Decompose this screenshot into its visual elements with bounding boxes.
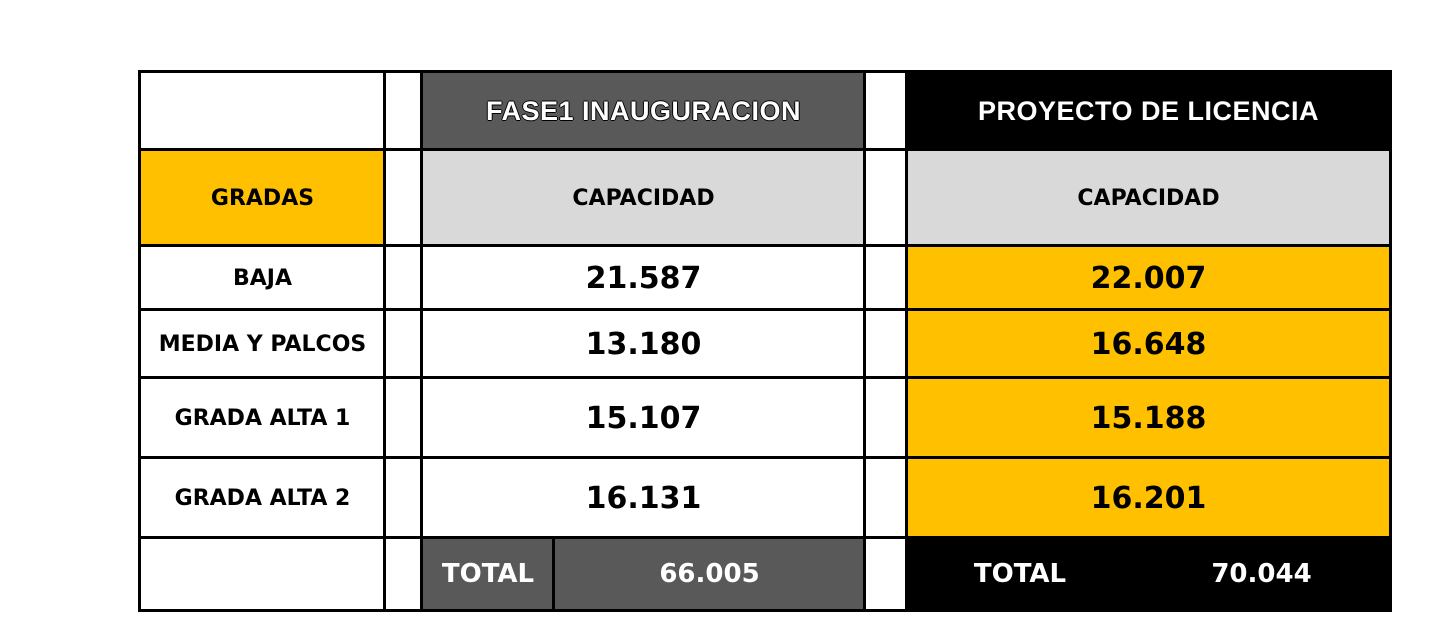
phase1-value-cell: 21.587	[585, 260, 702, 296]
totals-empty-cell	[140, 538, 385, 610]
spacer-cell	[865, 72, 907, 150]
grid-line	[138, 376, 1392, 379]
project-total-label: TOTAL	[907, 538, 1133, 610]
grid-line	[138, 244, 1392, 247]
grid-line	[552, 538, 555, 610]
spacer-cell	[385, 72, 422, 150]
project-total-value: 70.044	[1133, 538, 1390, 610]
phase1-value-cell: 13.180	[585, 326, 702, 362]
gradas-label: GRADAS	[140, 150, 385, 246]
project-value-cell: 15.188	[907, 378, 1390, 458]
capacity-label-phase1: CAPACIDAD	[422, 150, 865, 246]
corner-empty-cell	[140, 72, 385, 150]
grid-line	[138, 609, 1392, 612]
grid-line	[1389, 70, 1392, 612]
project-value-cell: 16.648	[907, 310, 1390, 378]
phase1-value-cell: 15.107	[585, 400, 702, 436]
grid-line	[138, 70, 141, 612]
grid-line	[138, 70, 1392, 73]
grid-line	[383, 70, 386, 612]
row-name-cell: GRADA ALTA 1	[174, 405, 351, 431]
phase1-header: FASE1 INAUGURACION	[422, 72, 865, 150]
phase1-total-value: 66.005	[554, 538, 865, 610]
project-header: PROYECTO DE LICENCIA	[907, 72, 1390, 150]
phase1-total-label: TOTAL	[422, 538, 554, 610]
grid-line	[420, 70, 423, 612]
grid-line	[138, 536, 1392, 539]
capacity-label-project: CAPACIDAD	[907, 150, 1390, 246]
grid-line	[863, 70, 866, 612]
grid-line	[138, 308, 1392, 311]
grid-line	[905, 70, 908, 612]
grid-line	[138, 148, 1392, 151]
project-value-cell: 16.201	[907, 458, 1390, 538]
row-name-cell: BAJA	[232, 265, 292, 291]
project-value-cell: 22.007	[907, 246, 1390, 310]
phase1-value-cell: 16.131	[585, 480, 702, 516]
row-name-cell: GRADA ALTA 2	[174, 485, 351, 511]
row-name-cell: MEDIA Y PALCOS	[158, 331, 367, 357]
grid-line	[138, 456, 1392, 459]
